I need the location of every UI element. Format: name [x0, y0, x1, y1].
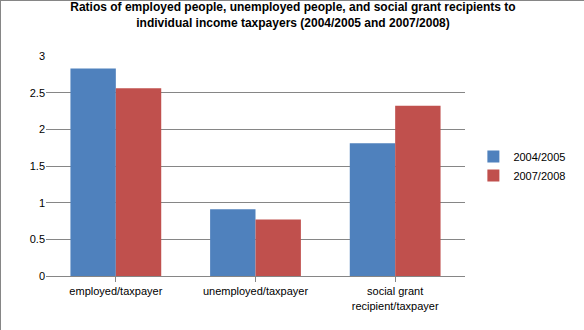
svg-text:employed/taxpayer: employed/taxpayer [69, 285, 162, 297]
svg-text:1: 1 [39, 197, 45, 209]
svg-text:unemployed/taxpayer: unemployed/taxpayer [203, 285, 309, 297]
svg-text:0: 0 [39, 270, 45, 282]
svg-text:Ratios of employed people, une: Ratios of employed people, unemployed pe… [70, 1, 515, 30]
svg-text:2.5: 2.5 [30, 87, 45, 99]
svg-text:2004/2005: 2004/2005 [513, 151, 565, 163]
svg-text:2: 2 [39, 123, 45, 135]
svg-text:2007/2008: 2007/2008 [513, 170, 565, 182]
svg-text:social grantrecipient/taxpayer: social grantrecipient/taxpayer [352, 285, 439, 311]
svg-text:0.5: 0.5 [30, 233, 45, 245]
svg-text:1.5: 1.5 [30, 160, 45, 172]
svg-text:3: 3 [39, 50, 45, 62]
